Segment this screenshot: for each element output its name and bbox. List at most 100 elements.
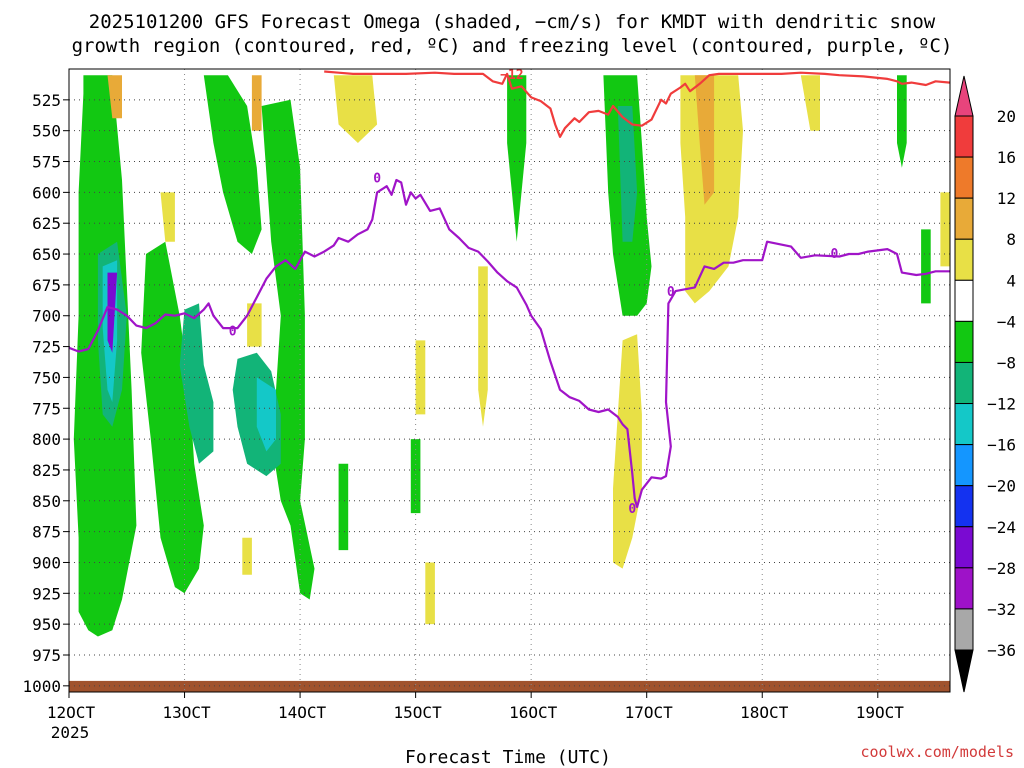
colorbar-label-9: −20 xyxy=(987,477,1016,496)
omega-region-19 xyxy=(800,75,820,131)
y-tick-label-900: 900 xyxy=(32,553,61,572)
dgz-contour-label-0: −12 xyxy=(500,68,523,83)
colorbar-bottom-arrow xyxy=(954,649,974,693)
omega-region-28 xyxy=(694,75,715,205)
colorbar-swatch-4 xyxy=(954,279,974,322)
y-tick-label-625: 625 xyxy=(32,214,61,233)
omega-region-27 xyxy=(425,562,435,625)
omega-shading xyxy=(73,75,950,637)
omega-region-8 xyxy=(256,377,276,452)
colorbar-label-3: 8 xyxy=(1006,230,1016,249)
colorbar-swatch-5 xyxy=(954,320,974,363)
freezing-level-contour-label-2: 0 xyxy=(628,502,636,517)
omega-region-2 xyxy=(203,75,262,254)
y-tick-label-675: 675 xyxy=(32,276,61,295)
freezing-level-contour xyxy=(69,178,950,509)
omega-region-10 xyxy=(507,75,527,242)
colorbar-swatch-6 xyxy=(954,361,974,405)
y-tick-label-550: 550 xyxy=(32,122,61,141)
omega-region-26 xyxy=(940,192,950,267)
dgz-contour xyxy=(324,70,950,138)
y-tick-label-650: 650 xyxy=(32,245,61,264)
colorbar-label-11: −28 xyxy=(987,559,1016,578)
plot-frame xyxy=(68,68,951,693)
colorbar-label-0: 20 xyxy=(997,107,1016,126)
colorbar-label-10: −24 xyxy=(987,518,1016,537)
omega-region-15 xyxy=(410,439,421,514)
colorbar-swatch-1 xyxy=(954,156,974,199)
y-tick-label-1000: 1000 xyxy=(22,677,61,696)
credit-text: coolwx.com/models xyxy=(860,743,1014,761)
colorbar-swatch-0 xyxy=(954,115,974,158)
y-tick-label-950: 950 xyxy=(32,615,61,634)
x-tick-label-12OCT: 12OCT xyxy=(47,703,96,722)
omega-region-23 xyxy=(247,303,262,347)
omega-region-1 xyxy=(141,241,204,594)
colorbar-label-2: 12 xyxy=(997,189,1016,208)
omega-region-16 xyxy=(338,463,349,551)
omega-region-4 xyxy=(179,303,214,464)
y-tick-label-775: 775 xyxy=(32,399,61,418)
colorbar-label-4: 4 xyxy=(1006,271,1016,290)
x-year-label: 2025 xyxy=(51,723,90,742)
omega-region-29 xyxy=(107,75,122,119)
omega-region-14 xyxy=(921,229,931,304)
y-tick-label-725: 725 xyxy=(32,338,61,357)
y-tick-label-525: 525 xyxy=(32,91,61,110)
omega-region-25 xyxy=(242,537,252,575)
y-tick-label-875: 875 xyxy=(32,523,61,542)
y-tick-label-600: 600 xyxy=(32,183,61,202)
omega-region-3 xyxy=(261,99,315,600)
x-tick-label-19OCT: 19OCT xyxy=(856,703,905,722)
contour-lines: −12 0 0 0 0 0 xyxy=(69,68,950,517)
colorbar-swatch-7 xyxy=(954,403,974,446)
omega-region-21 xyxy=(478,266,488,427)
colorbar-swatch-2 xyxy=(954,197,974,240)
colorbar-label-8: −16 xyxy=(987,436,1016,455)
freezing-level-contour-label-4: 0 xyxy=(831,247,839,262)
omega-region-9 xyxy=(107,272,118,353)
colorbar-label-13: −36 xyxy=(987,641,1016,660)
colorbar-swatch-10 xyxy=(954,526,974,569)
surface-band xyxy=(69,680,950,692)
omega-region-13 xyxy=(897,75,907,168)
freezing-level-contour-label-1: 0 xyxy=(373,171,381,186)
omega-region-20 xyxy=(613,334,642,569)
omega-region-30 xyxy=(251,75,262,131)
y-tick-label-750: 750 xyxy=(32,368,61,387)
y-tick-label-925: 925 xyxy=(32,584,61,603)
x-tick-label-14OCT: 14OCT xyxy=(278,703,327,722)
x-tick-label-17OCT: 17OCT xyxy=(625,703,674,722)
colorbar-swatch-8 xyxy=(954,444,974,487)
x-axis-ticks: 12OCT 13OCT 14OCT 15OCT 16OCT 17OCT 18OCT 19OCT xyxy=(47,692,904,722)
omega-region-17 xyxy=(333,75,378,143)
freezing-level-contour-label-0: 0 xyxy=(229,324,237,339)
x-tick-label-18OCT: 18OCT xyxy=(740,703,789,722)
y-tick-label-800: 800 xyxy=(32,430,61,449)
y-tick-label-575: 575 xyxy=(32,153,61,172)
colorbar-swatch-11 xyxy=(954,567,974,610)
omega-region-24 xyxy=(415,340,426,415)
omega-region-22 xyxy=(160,192,175,242)
y-tick-label-850: 850 xyxy=(32,492,61,511)
chart-title-line1: 2025101200 GFS Forecast Omega (shaded, −… xyxy=(89,11,936,33)
colorbar-label-1: 16 xyxy=(997,148,1016,167)
colorbar: 20 16 12 8 4 −4 −8 −12 −16 −20 −24 −28 −32 −36 xyxy=(954,75,1016,693)
colorbar-swatch-12 xyxy=(954,608,974,651)
y-tick-label-825: 825 xyxy=(32,461,61,480)
x-axis-title: Forecast Time (UTC) xyxy=(405,747,611,768)
colorbar-swatch-9 xyxy=(954,485,974,528)
x-tick-label-16OCT: 16OCT xyxy=(509,703,558,722)
y-tick-label-975: 975 xyxy=(32,646,61,665)
freezing-level-contour-label-3: 0 xyxy=(667,285,675,300)
surface-terrain-band xyxy=(69,680,950,692)
colorbar-label-6: −8 xyxy=(997,353,1016,372)
colorbar-label-7: −12 xyxy=(987,395,1016,414)
y-tick-label-700: 700 xyxy=(32,307,61,326)
omega-region-12 xyxy=(617,106,638,242)
colorbar-swatch-3 xyxy=(954,238,974,281)
x-tick-label-13OCT: 13OCT xyxy=(162,703,211,722)
colorbar-label-12: −32 xyxy=(987,600,1016,619)
x-tick-label-15OCT: 15OCT xyxy=(394,703,443,722)
